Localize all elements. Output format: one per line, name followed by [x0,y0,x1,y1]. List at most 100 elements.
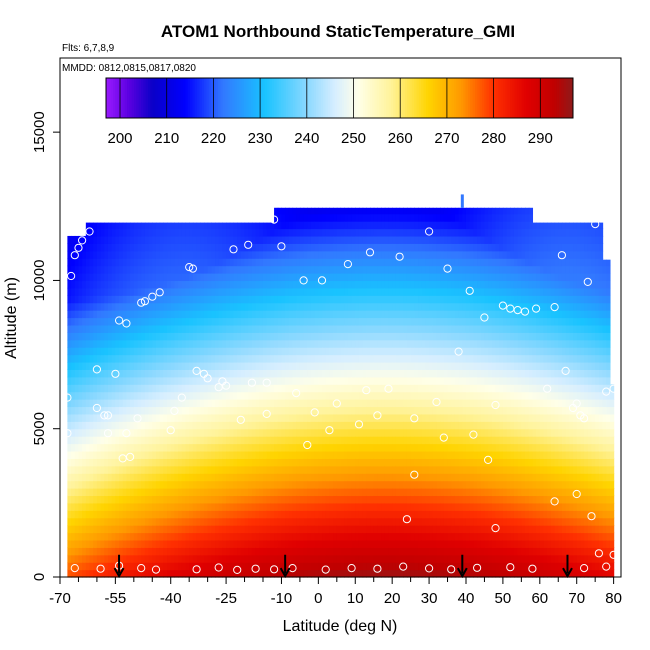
field-cell [203,369,209,378]
field-cell [148,339,153,348]
field-cell [370,450,375,459]
field-cell [358,480,364,489]
field-cell [351,295,356,304]
field-cell [126,554,131,563]
field-cell [155,547,161,556]
field-cell [429,207,434,215]
field-cell [384,562,390,571]
field-cell [251,228,257,237]
field-cell [425,302,430,311]
field-cell [347,436,353,445]
field-cell [288,213,294,222]
field-cell [399,458,404,467]
field-cell [215,539,220,548]
field-cell [152,539,157,548]
field-cell [85,562,91,571]
field-cell [381,428,386,437]
field-cell [425,399,430,408]
field-cell [325,339,331,348]
field-cell [255,354,260,363]
field-cell [325,391,331,400]
field-cell [292,332,297,341]
field-cell [429,339,434,348]
field-cell [89,265,94,274]
field-cell [159,547,164,556]
field-cell [85,510,91,519]
field-cell [392,213,397,222]
field-cell [203,495,209,504]
field-cell [152,458,157,467]
field-cell [296,324,301,333]
field-cell [303,399,308,408]
field-cell [233,510,238,519]
field-cell [262,399,268,408]
field-cell [251,517,257,526]
field-cell [436,517,441,526]
field-cell [432,332,438,341]
field-cell [152,495,157,504]
field-cell [251,265,257,274]
field-cell [170,354,176,363]
field-cell [215,391,220,400]
field-cell [362,562,367,571]
field-cell [366,295,371,304]
field-cell [296,562,301,571]
field-cell [203,235,209,244]
field-cell [203,562,209,571]
field-cell [215,450,220,459]
field-cell [325,235,331,244]
field-cell [159,265,164,274]
field-cell [207,450,212,459]
field-cell [362,250,367,259]
field-cell [137,310,142,319]
field-cell [296,554,301,563]
field-cell [277,310,283,319]
field-cell [381,399,386,408]
field-cell [303,525,308,534]
field-cell [181,250,187,259]
field-cell [322,354,327,363]
field-cell [144,436,150,445]
field-cell [307,517,312,526]
field-cell [226,280,231,289]
field-cell [148,443,153,452]
field-cell [126,517,131,526]
field-cell [78,280,83,289]
field-cell [421,258,426,267]
field-cell [296,317,301,326]
field-cell [174,258,179,267]
field-cell [111,273,116,282]
field-cell [274,428,279,437]
field-cell [82,332,87,341]
field-cell [333,339,338,348]
field-cell [244,324,249,333]
field-cell [333,258,338,267]
field-cell [152,421,157,430]
field-cell [74,310,80,319]
field-cell [141,450,146,459]
field-cell [144,317,150,326]
field-cell [314,436,319,445]
field-cell [418,569,423,578]
field-cell [240,258,246,267]
field-cell [189,495,194,504]
field-cell [266,310,271,319]
field-cell [370,413,375,422]
field-cell [288,428,294,437]
field-cell [377,265,382,274]
field-cell [248,235,253,244]
field-cell [281,250,286,259]
field-cell [344,458,349,467]
field-cell [414,532,419,541]
field-cell [440,384,445,393]
field-cell [399,207,404,215]
field-cell [292,287,297,296]
field-cell [351,369,356,378]
field-cell [318,235,323,244]
field-cell [74,280,80,289]
field-cell [226,436,231,445]
field-cell [410,265,415,274]
field-cell [107,369,113,378]
field-cell [370,495,375,504]
field-cell [240,361,246,370]
